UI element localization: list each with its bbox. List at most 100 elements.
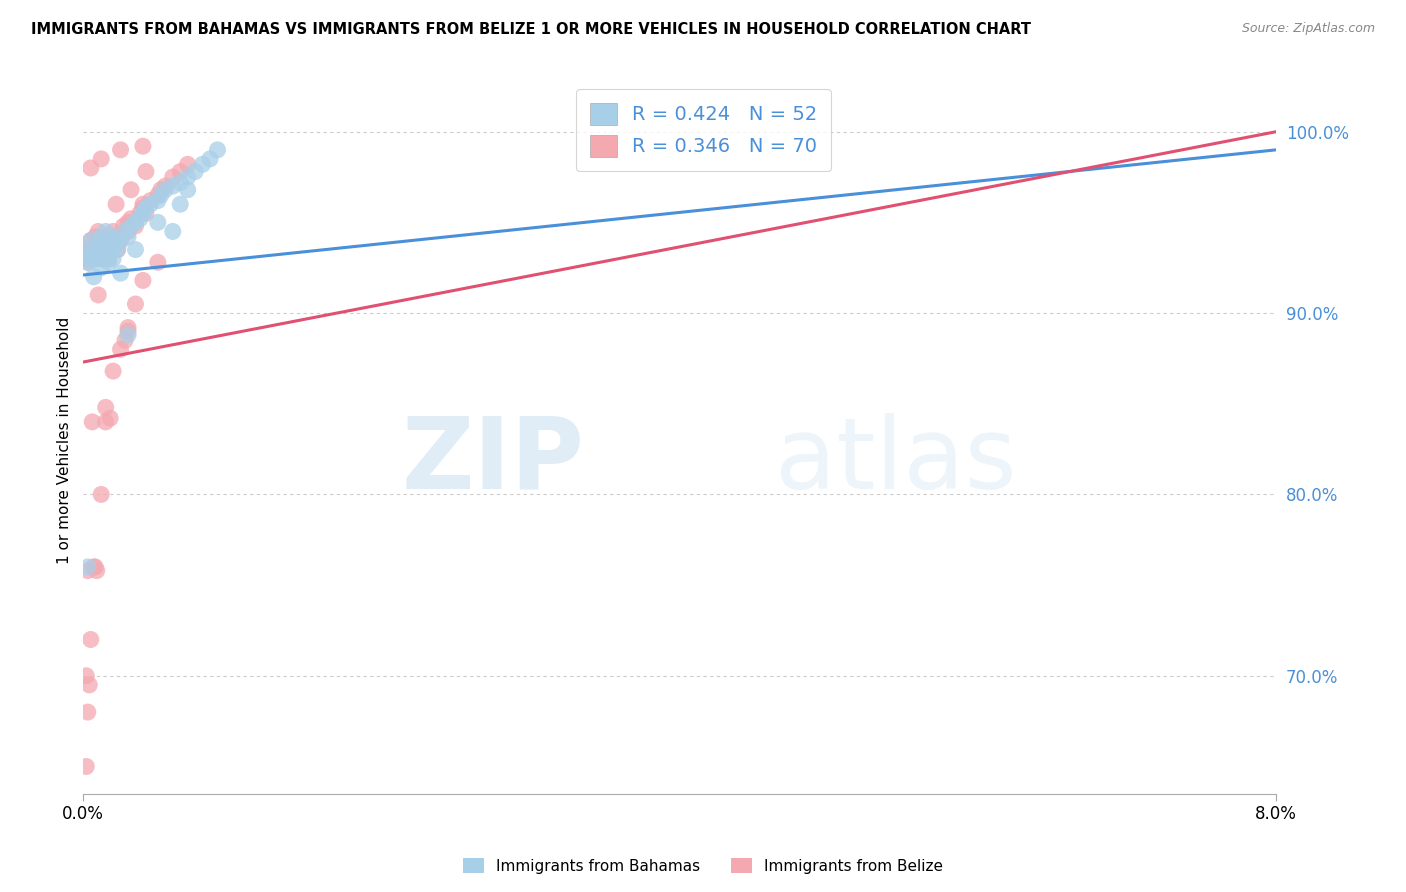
Point: [124, 297, 146, 311]
Point: [77, 243, 100, 257]
Point: [169, 164, 191, 178]
Point: [124, 215, 146, 229]
Point: [77, 243, 100, 257]
Point: [139, 197, 162, 211]
Point: [94, 401, 117, 415]
Text: IMMIGRANTS FROM BAHAMAS VS IMMIGRANTS FROM BELIZE 1 OR MORE VEHICLES IN HOUSEHOL: IMMIGRANTS FROM BAHAMAS VS IMMIGRANTS FR…: [31, 22, 1031, 37]
Point: [90, 487, 112, 501]
Point: [76, 255, 98, 269]
Point: [87, 252, 110, 266]
Point: [169, 197, 191, 211]
Point: [132, 206, 155, 220]
Point: [82, 415, 104, 429]
Point: [96, 243, 118, 257]
Point: [94, 230, 117, 244]
Point: [135, 206, 157, 220]
Point: [93, 234, 115, 248]
Point: [101, 364, 124, 378]
Point: [117, 327, 139, 342]
Point: [120, 211, 142, 226]
Point: [124, 219, 146, 233]
Point: [82, 248, 104, 262]
Point: [76, 560, 98, 574]
Text: ZIP: ZIP: [401, 413, 585, 509]
Point: [87, 288, 110, 302]
Point: [117, 320, 139, 334]
Point: [146, 215, 169, 229]
Point: [98, 411, 121, 425]
Point: [149, 188, 172, 202]
Point: [117, 215, 139, 229]
Point: [87, 224, 110, 238]
Point: [110, 143, 132, 157]
Point: [162, 179, 184, 194]
Point: [90, 152, 112, 166]
Point: [117, 230, 139, 244]
Point: [87, 237, 110, 252]
Point: [132, 139, 155, 153]
Point: [132, 273, 155, 287]
Point: [176, 157, 198, 171]
Point: [83, 560, 105, 574]
Point: [155, 183, 177, 197]
Point: [90, 260, 112, 275]
Point: [114, 224, 136, 238]
Point: [83, 252, 105, 266]
Point: [110, 234, 132, 248]
Point: [107, 243, 129, 257]
Point: [90, 230, 112, 244]
Point: [117, 224, 139, 238]
Point: [97, 252, 120, 266]
Legend: Immigrants from Bahamas, Immigrants from Belize: Immigrants from Bahamas, Immigrants from…: [457, 852, 949, 880]
Point: [75, 669, 97, 683]
Point: [91, 243, 114, 257]
Point: [198, 152, 221, 166]
Point: [110, 343, 132, 357]
Point: [105, 237, 128, 252]
Point: [155, 179, 177, 194]
Point: [94, 415, 117, 429]
Point: [132, 206, 155, 220]
Point: [101, 234, 124, 248]
Point: [117, 324, 139, 338]
Point: [207, 143, 229, 157]
Point: [94, 237, 117, 252]
Point: [184, 164, 207, 178]
Point: [129, 206, 152, 220]
Point: [132, 197, 155, 211]
Text: Source: ZipAtlas.com: Source: ZipAtlas.com: [1241, 22, 1375, 36]
Point: [101, 234, 124, 248]
Point: [84, 243, 107, 257]
Point: [120, 219, 142, 233]
Point: [132, 201, 155, 215]
Point: [110, 266, 132, 280]
Point: [169, 176, 191, 190]
Point: [101, 252, 124, 266]
Point: [76, 705, 98, 719]
Point: [112, 219, 135, 233]
Point: [149, 183, 172, 197]
Point: [76, 255, 98, 269]
Point: [96, 248, 118, 262]
Point: [162, 224, 184, 238]
Point: [80, 234, 103, 248]
Point: [105, 197, 128, 211]
Point: [146, 255, 169, 269]
Point: [176, 169, 198, 184]
Text: atlas: atlas: [775, 413, 1017, 509]
Point: [86, 237, 108, 252]
Point: [94, 224, 117, 238]
Point: [97, 255, 120, 269]
Point: [101, 224, 124, 238]
Point: [90, 237, 112, 252]
Point: [176, 183, 198, 197]
Point: [77, 678, 100, 692]
Point: [75, 252, 97, 266]
Point: [93, 252, 115, 266]
Point: [89, 252, 111, 266]
Point: [80, 161, 103, 175]
Point: [76, 564, 98, 578]
Point: [105, 230, 128, 244]
Legend: R = 0.424   N = 52, R = 0.346   N = 70: R = 0.424 N = 52, R = 0.346 N = 70: [576, 89, 831, 171]
Point: [135, 201, 157, 215]
